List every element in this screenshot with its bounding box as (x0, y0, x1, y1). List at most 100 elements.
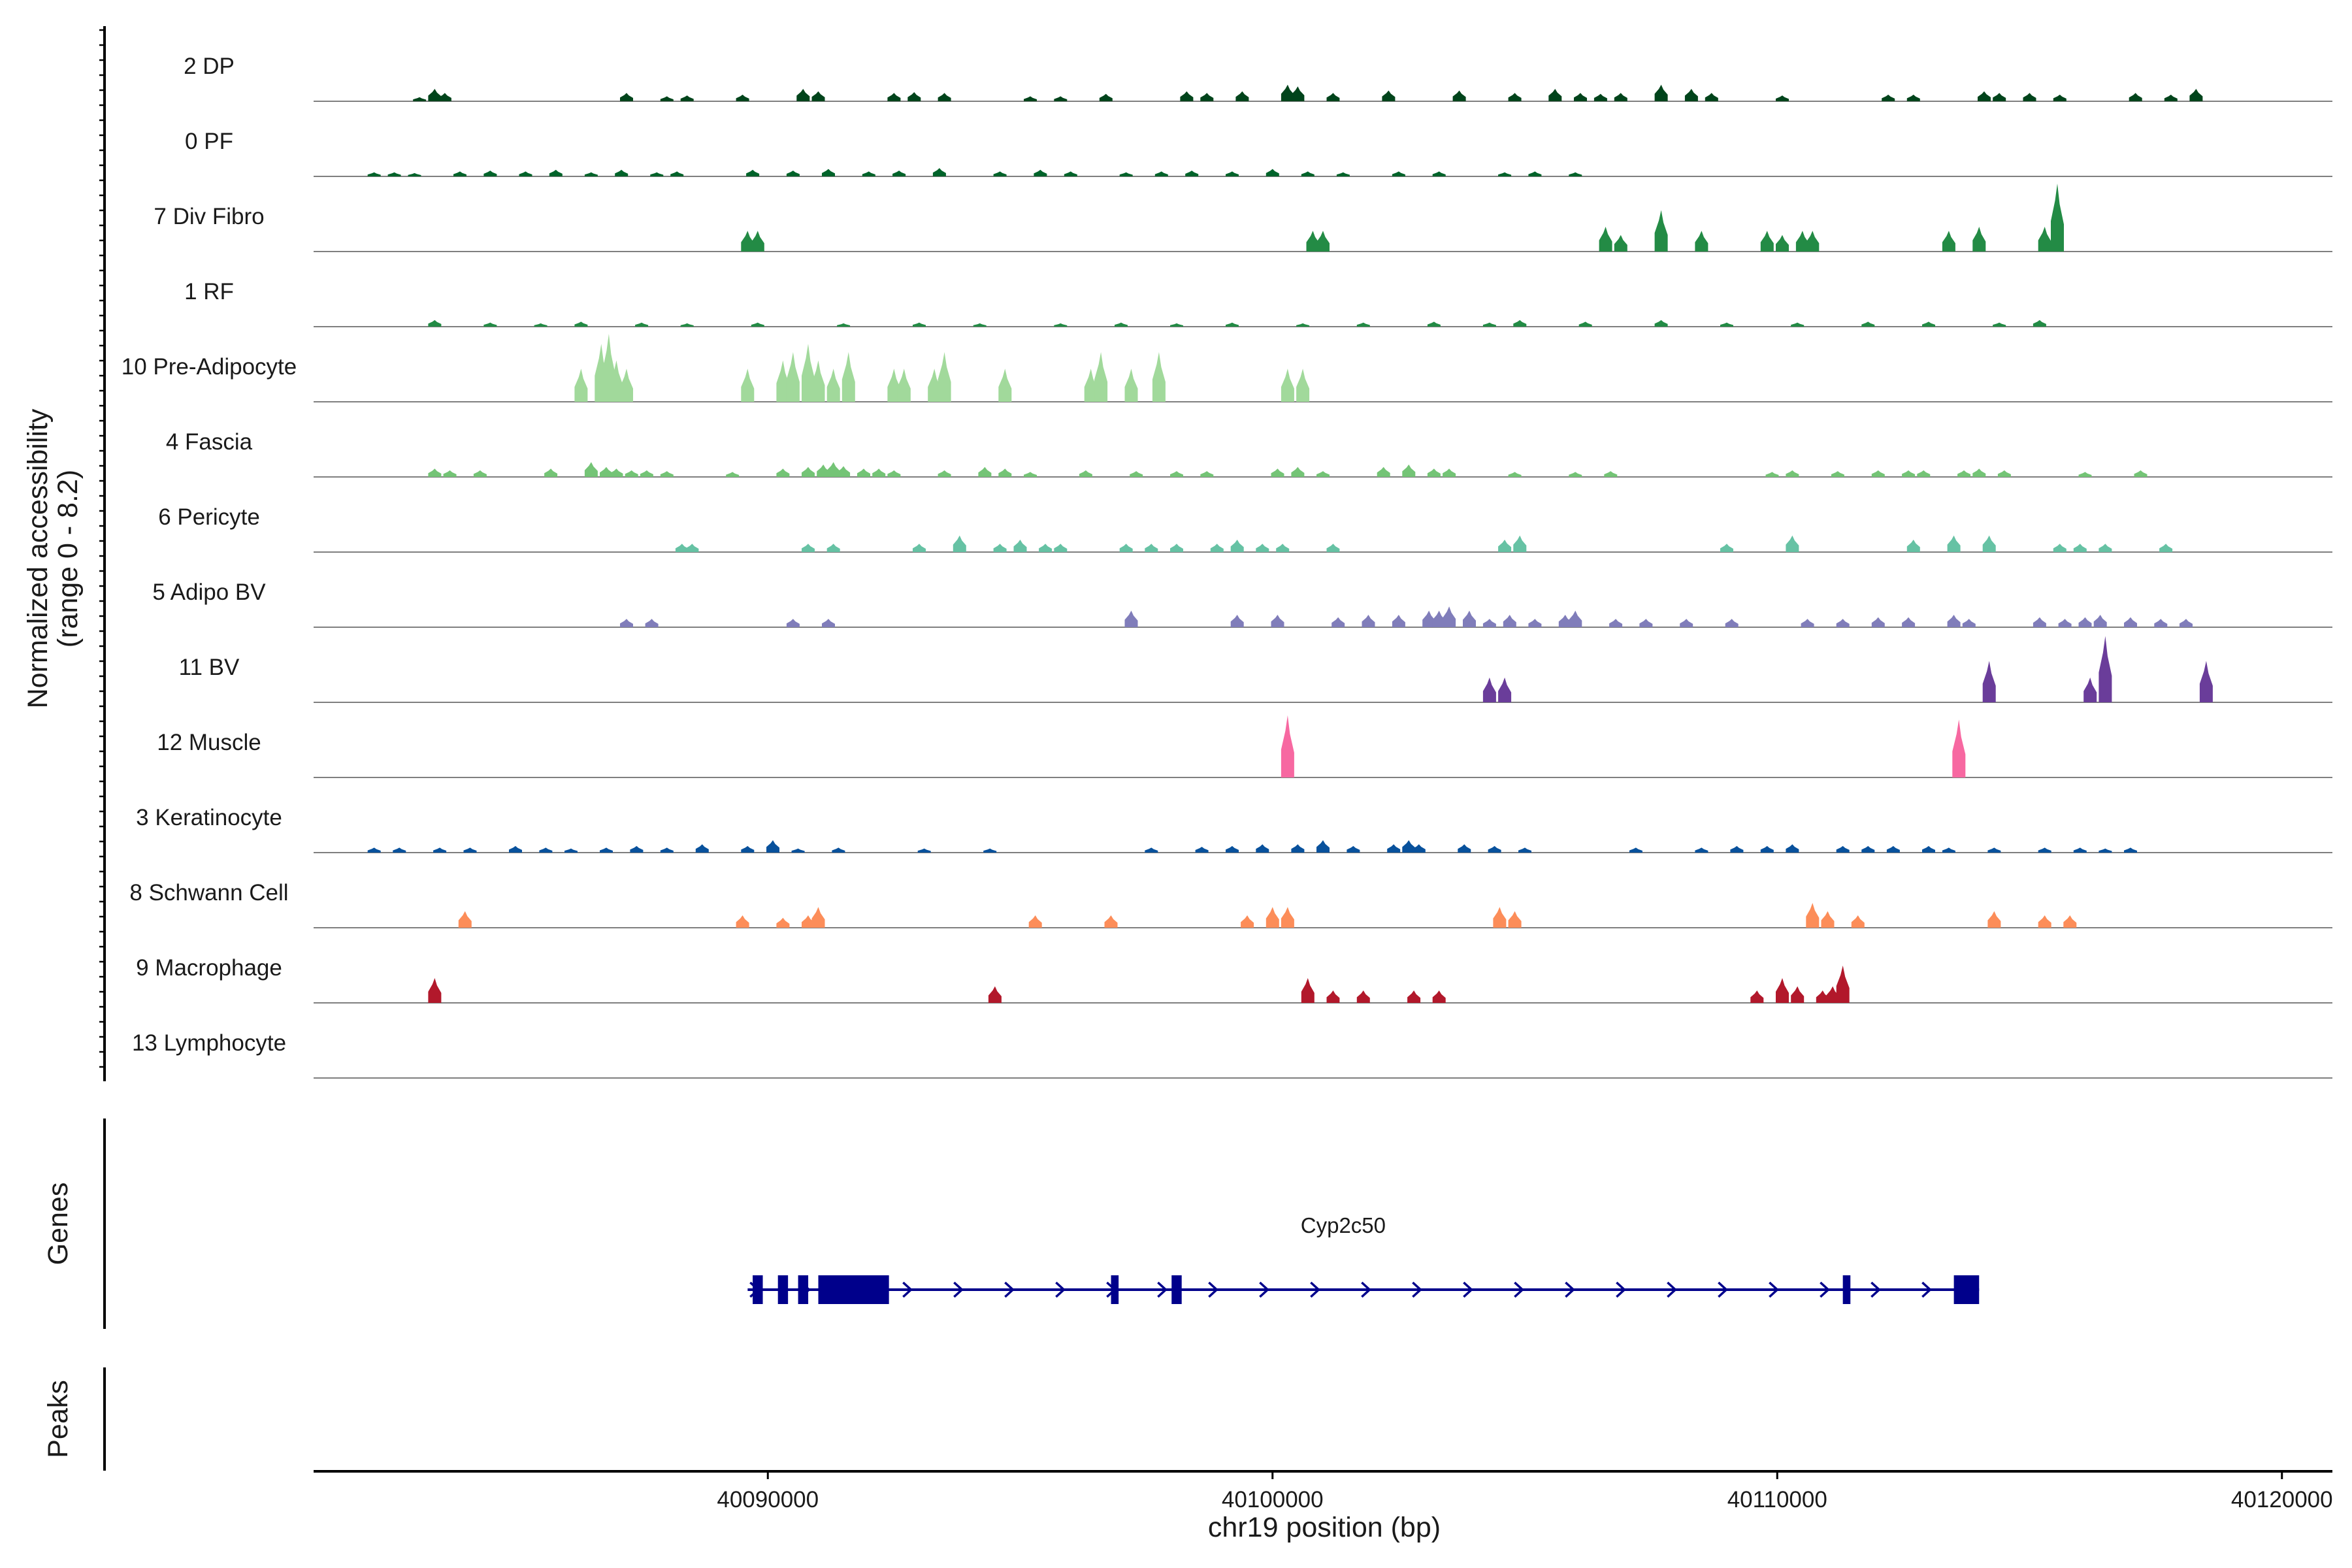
coverage-peak (938, 470, 951, 477)
coverage-peak (1326, 544, 1340, 552)
coverage-peak (1412, 844, 1426, 853)
coverage-peak (1987, 847, 2001, 853)
coverage-peak (428, 978, 442, 1003)
strand-arrow (1157, 1281, 1168, 1298)
coverage-peak (1791, 986, 1805, 1003)
coverage-peak (549, 169, 563, 176)
coverage-peak (630, 845, 644, 853)
coverage-peak (600, 466, 613, 477)
coverage-peak (1871, 617, 1885, 627)
strand-arrow (1667, 1281, 1677, 1298)
coverage-peak (438, 93, 451, 101)
coverage-peak (1786, 844, 1799, 853)
coverage-peak (1993, 93, 2006, 101)
strand-arrow (1870, 1281, 1881, 1298)
coverage-peak (2134, 470, 2148, 477)
strand-arrow (1361, 1281, 1371, 1298)
coverage-peak (1256, 544, 1269, 552)
coverage-peak (428, 89, 442, 101)
coverage-peak (776, 360, 790, 402)
coverage-peak (736, 94, 749, 101)
coverage-peak (1776, 95, 1789, 101)
coverage-peak (1170, 471, 1183, 477)
coverage-peak (1978, 91, 1991, 101)
coverage-peak (1024, 96, 1037, 101)
coverage-peak (2058, 619, 2072, 627)
strand-arrow (1259, 1281, 1269, 1298)
track-label: 5 Adipo BV (152, 580, 266, 605)
coverage-peak (1054, 96, 1068, 101)
coverage-peak (1039, 544, 1053, 552)
coverage-peak (736, 915, 749, 928)
coverage-peak (1508, 472, 1522, 477)
coverage-peak (2093, 615, 2107, 627)
gene-exon (1111, 1275, 1119, 1304)
coverage-peak (1180, 91, 1194, 101)
coverage-peak (1152, 351, 1166, 402)
coverage-peak (2023, 93, 2036, 101)
coverage-peak (802, 466, 815, 477)
coverage-peak (2053, 94, 2066, 101)
coverage-peak (610, 468, 623, 477)
coverage-peak (610, 360, 623, 402)
coverage-peak (1392, 615, 1405, 627)
coverage-peak (1331, 617, 1345, 627)
coverage-peak (1306, 231, 1320, 252)
coverage-peak (574, 368, 588, 402)
coverage-peak (1806, 231, 1820, 252)
coverage-peak (1296, 323, 1310, 327)
coverage-peak (1942, 847, 1955, 853)
coverage-peak (802, 915, 815, 928)
coverage-peak (1024, 472, 1037, 477)
coverage-peak (1099, 93, 1113, 101)
strand-arrow (1208, 1281, 1218, 1298)
coverage-peak (1226, 171, 1239, 176)
coverage-peak (1498, 540, 1512, 552)
coverage-peak (1347, 845, 1360, 853)
strand-arrow (1565, 1281, 1575, 1298)
track-label: 2 DP (184, 54, 235, 79)
coverage-peak (1684, 89, 1698, 101)
coverage-peak (2099, 636, 2112, 702)
gene-exon (818, 1275, 889, 1304)
coverage-peak (741, 231, 755, 252)
coverage-peak (1463, 610, 1476, 627)
track-5: 4 Fascia (166, 429, 2332, 478)
coverage-peak (917, 848, 931, 853)
coverage-peak (600, 847, 613, 853)
coverage-peak (1851, 915, 1865, 928)
coverage-peak (1281, 907, 1294, 928)
coverage-peak (1791, 322, 1805, 327)
coverage-peak (1482, 619, 1496, 627)
coverage-peak (1482, 678, 1496, 702)
coverage-peak (1498, 678, 1512, 702)
coverage-peak (544, 468, 558, 477)
coverage-peak (483, 171, 497, 176)
coverage-peak (2038, 847, 2051, 853)
coverage-peak (1301, 171, 1315, 176)
gene-exon (1171, 1275, 1182, 1304)
coverage-peak (1599, 227, 1612, 252)
track-label: 6 Pericyte (158, 504, 260, 530)
coverage-peak (988, 986, 1002, 1003)
coverage-peak (2033, 319, 2046, 327)
coverage-peak (1987, 911, 2001, 928)
coverage-peak (1271, 468, 1284, 477)
coverage-peak (1119, 544, 1133, 552)
coverage-peak (483, 322, 497, 327)
coverage-peak (1387, 844, 1401, 853)
coverage-peak (660, 96, 674, 101)
coverage-peak (1316, 231, 1330, 252)
coverage-peak (1871, 470, 1885, 477)
coverage-peak (1291, 844, 1305, 853)
coverage-peak (1154, 171, 1168, 176)
coverage-peak (1362, 615, 1375, 627)
coverage-peak (832, 847, 845, 853)
coverage-peak (1609, 619, 1623, 627)
coverage-peak (802, 344, 815, 402)
coverage-peak (1200, 93, 1214, 101)
coverage-peak (817, 465, 830, 477)
coverage-peak (1034, 169, 1047, 176)
coverage-peak (1266, 907, 1279, 928)
coverage-peak (1578, 321, 1592, 327)
